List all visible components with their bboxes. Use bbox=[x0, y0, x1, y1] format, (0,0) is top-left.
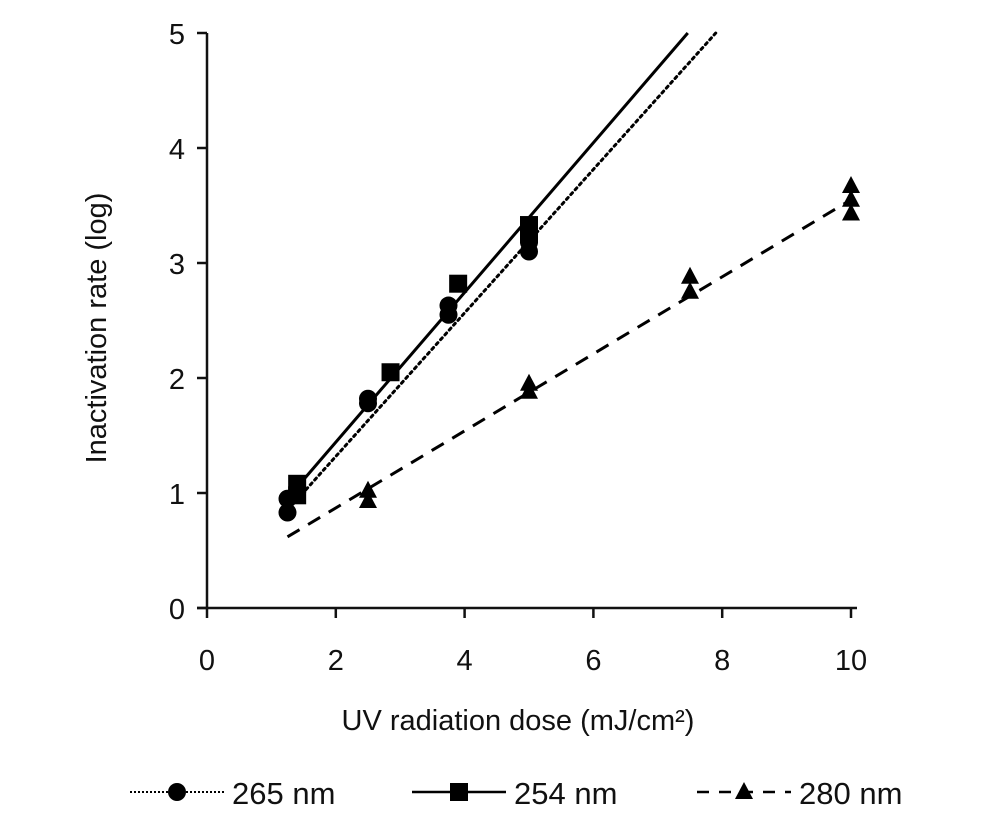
data-point-triangle bbox=[520, 373, 538, 391]
legend-label: 254 nm bbox=[514, 776, 617, 811]
x-tick-label: 2 bbox=[328, 645, 344, 677]
data-point-circle bbox=[359, 389, 377, 408]
data-point-triangle bbox=[842, 175, 860, 193]
y-axis-label: Inactivation rate (log) bbox=[81, 193, 113, 464]
trendlines bbox=[282, 31, 852, 539]
legend-marker-circle bbox=[168, 783, 186, 801]
legend-item-280-nm: 280 nm bbox=[697, 776, 902, 811]
x-tick-label: 0 bbox=[199, 645, 215, 677]
data-point-triangle bbox=[681, 281, 699, 299]
legend-marker-triangle bbox=[735, 782, 753, 799]
legend-item-265-nm: 265 nm bbox=[130, 776, 335, 811]
x-tick-label: 4 bbox=[457, 645, 473, 677]
data-point-square bbox=[381, 363, 400, 382]
legend-label: 280 nm bbox=[799, 776, 902, 811]
axes: 0 2 4 6 8 10 0 1 2 3 4 5 bbox=[169, 19, 867, 677]
data-point-triangle bbox=[681, 266, 699, 284]
trendline-254-nm bbox=[296, 32, 689, 489]
y-tick-label: 0 bbox=[169, 594, 185, 626]
x-tick-label: 8 bbox=[714, 645, 730, 677]
data-point-square bbox=[449, 274, 468, 293]
data-points bbox=[278, 175, 860, 522]
data-point-circle bbox=[278, 503, 297, 522]
x-tick-label: 10 bbox=[835, 645, 867, 677]
data-point-square bbox=[288, 474, 307, 493]
data-point-circle bbox=[439, 296, 458, 315]
x-axis-label: UV radiation dose (mJ/cm²) bbox=[342, 705, 695, 737]
trendline-280-nm bbox=[286, 198, 852, 539]
legend-label: 265 nm bbox=[232, 776, 335, 811]
data-point-triangle bbox=[842, 189, 860, 207]
y-tick-label: 1 bbox=[169, 479, 185, 511]
trendline-265-nm bbox=[282, 31, 718, 516]
legend-marker-square bbox=[450, 783, 468, 801]
legend-item-254-nm: 254 nm bbox=[412, 776, 617, 811]
y-tick-label: 2 bbox=[169, 364, 185, 396]
legend: 265 nm 254 nm 280 nm bbox=[130, 776, 902, 811]
data-point-triangle bbox=[359, 491, 377, 509]
data-point-square bbox=[520, 216, 538, 235]
y-tick-label: 4 bbox=[169, 134, 185, 166]
x-tick-label: 6 bbox=[585, 645, 601, 677]
data-point-triangle bbox=[842, 203, 860, 221]
y-tick-label: 5 bbox=[169, 19, 185, 51]
y-tick-label: 3 bbox=[169, 249, 185, 281]
data-point-triangle bbox=[359, 480, 377, 498]
